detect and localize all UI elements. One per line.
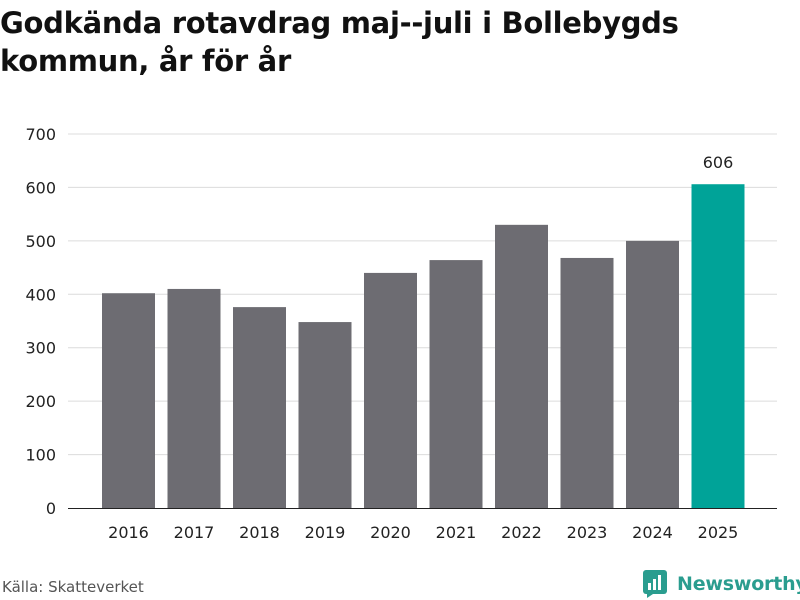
- x-tick-label: 2017: [174, 523, 215, 542]
- x-tick-label: 2023: [567, 523, 608, 542]
- x-tick-label: 2020: [370, 523, 411, 542]
- bar: [495, 224, 548, 509]
- bar: [691, 184, 745, 509]
- brand-name: Newsworthy: [677, 573, 800, 595]
- x-tick-label: 2021: [436, 523, 477, 542]
- y-tick-label: 0: [46, 499, 56, 518]
- y-tick-label: 500: [25, 232, 56, 251]
- y-tick-label: 400: [25, 285, 56, 304]
- bar: [298, 322, 352, 508]
- chart-title: Godkända rotavdrag maj--juli i Bollebygd…: [0, 6, 679, 78]
- bar: [233, 307, 286, 508]
- x-tick-label: 2018: [239, 523, 280, 542]
- y-tick-label: 600: [25, 178, 56, 197]
- bar-chart-logo-icon: [643, 570, 667, 598]
- bar: [626, 240, 679, 508]
- x-tick-label: 2022: [501, 523, 542, 542]
- bar: [364, 272, 417, 508]
- x-tick-label: 2019: [305, 523, 346, 542]
- brand-logo: Newsworthy: [643, 568, 800, 600]
- x-tick-label: 2025: [698, 523, 739, 542]
- bar: [560, 257, 614, 508]
- y-tick-label: 300: [25, 339, 56, 358]
- bars: [102, 184, 745, 509]
- data-labels: 606: [703, 153, 734, 172]
- y-axis-ticks: 0 100 200 300 400 500 600 700: [25, 125, 56, 518]
- y-tick-label: 100: [25, 446, 56, 465]
- data-label: 606: [703, 153, 734, 172]
- x-tick-label: 2016: [108, 523, 149, 542]
- bar: [102, 293, 155, 508]
- x-tick-label: 2024: [632, 523, 673, 542]
- bar: [429, 260, 483, 508]
- x-axis-ticks: 2016 2017 2018 2019 2020 2021 2022 2023 2024 2025: [108, 523, 738, 542]
- y-tick-label: 200: [25, 392, 56, 411]
- source-note: Källa: Skatteverket: [2, 578, 144, 596]
- y-tick-label: 700: [25, 125, 56, 144]
- bar: [167, 288, 221, 508]
